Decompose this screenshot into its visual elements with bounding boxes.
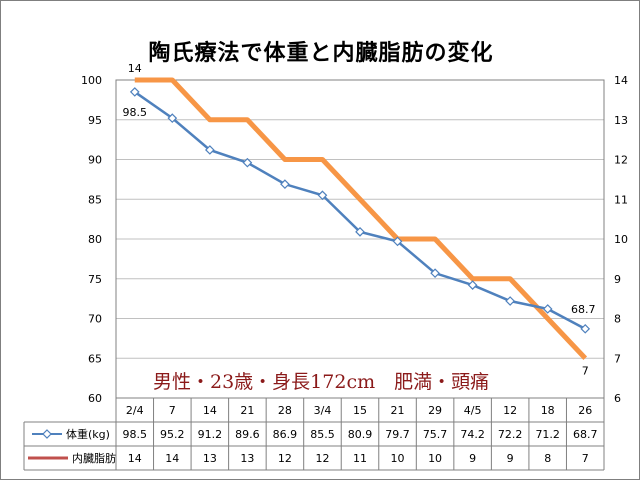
- y-right-tick-label: 11: [614, 193, 628, 206]
- legend-label: 体重(kg): [66, 427, 110, 441]
- table-cell-value: 11: [353, 452, 367, 465]
- weight-point: [242, 157, 253, 168]
- table-cell-value: 89.6: [235, 428, 260, 441]
- table-cell-value: 8: [544, 452, 551, 465]
- weight-point: [317, 190, 328, 201]
- table-cell-value: 14: [128, 452, 142, 465]
- x-tick-label: 2/4: [126, 404, 144, 417]
- legend-marker-weight: [42, 429, 52, 439]
- x-tick-label: 14: [203, 404, 217, 417]
- y-right-tick-label: 12: [614, 154, 628, 167]
- weight-point: [167, 113, 178, 124]
- weight-point: [355, 226, 365, 237]
- table-cell-value: 13: [203, 452, 217, 465]
- y-left-tick-label: 80: [88, 233, 102, 246]
- table-cell-value: 10: [428, 452, 442, 465]
- legend-label: 内臓脂肪: [72, 451, 116, 465]
- y-left-tick-label: 90: [88, 154, 102, 167]
- table-cell-value: 68.7: [573, 428, 598, 441]
- weight-point: [129, 87, 140, 97]
- y-right-tick-label: 9: [614, 273, 621, 286]
- weight-point: [580, 323, 591, 334]
- x-tick-label: 21: [391, 404, 405, 417]
- chart-title: 陶氏療法で体重と内臓脂肪の変化: [148, 41, 494, 66]
- table-cell-value: 91.2: [198, 428, 223, 441]
- table-cell-value: 12: [315, 452, 329, 465]
- weight-point: [542, 304, 553, 314]
- x-tick-label: 26: [578, 404, 592, 417]
- table-cell-value: 75.7: [423, 428, 448, 441]
- weight-point: [467, 280, 478, 290]
- x-tick-label: 18: [541, 404, 555, 417]
- y-right-tick-label: 10: [614, 233, 628, 246]
- y-left-tick-label: 100: [81, 74, 102, 87]
- y-left-tick-label: 65: [88, 352, 102, 365]
- table-cell-value: 9: [469, 452, 476, 465]
- x-tick-label: 29: [428, 404, 442, 417]
- y-right-tick-label: 14: [614, 74, 628, 87]
- y-left-tick-label: 95: [88, 114, 102, 127]
- table-cell-value: 79.7: [385, 428, 410, 441]
- y-left-tick-label: 60: [88, 392, 102, 405]
- x-tick-label: 3/4: [314, 404, 332, 417]
- table-cell-value: 14: [165, 452, 179, 465]
- table-cell-value: 74.2: [460, 428, 485, 441]
- x-tick-label: 12: [503, 404, 517, 417]
- data-label-fat-last: 7: [582, 364, 589, 377]
- table-cell-value: 12: [278, 452, 292, 465]
- y-right-tick-label: 6: [614, 392, 621, 405]
- chart-annotation: 男性・23歳・身長172cm 肥満・頭痛: [153, 371, 490, 393]
- table-cell-value: 10: [391, 452, 405, 465]
- weight-point: [392, 236, 403, 247]
- x-tick-label: 21: [240, 404, 254, 417]
- table-cell-value: 72.2: [498, 428, 523, 441]
- data-label-weight-first: 98.5: [123, 106, 148, 119]
- x-tick-label: 7: [169, 404, 176, 417]
- table-cell-value: 86.9: [273, 428, 298, 441]
- table-cell-value: 95.2: [160, 428, 185, 441]
- x-tick-label: 15: [353, 404, 367, 417]
- data-label-fat-first: 14: [128, 62, 142, 75]
- table-cell-value: 9: [507, 452, 514, 465]
- series-line-visceral-fat: [134, 77, 588, 360]
- table-cell-value: 98.5: [123, 428, 148, 441]
- y-left-tick-label: 70: [88, 313, 102, 326]
- table-cell-value: 71.2: [535, 428, 560, 441]
- weight-point: [505, 296, 516, 306]
- table-cell-value: 7: [582, 452, 589, 465]
- y-left-tick-label: 85: [88, 193, 102, 206]
- table-cell-value: 80.9: [348, 428, 373, 441]
- weight-point: [280, 179, 290, 189]
- y-right-tick-label: 8: [614, 313, 621, 326]
- series-line-weight: [134, 90, 586, 330]
- weight-point: [430, 268, 440, 279]
- table-cell-value: 85.5: [310, 428, 335, 441]
- x-tick-label: 4/5: [464, 404, 482, 417]
- y-right-tick-label: 7: [614, 352, 621, 365]
- plot-area-border: [115, 79, 605, 399]
- y-right-tick-label: 13: [614, 114, 628, 127]
- y-left-tick-label: 75: [88, 273, 102, 286]
- x-tick-label: 28: [278, 404, 292, 417]
- data-label-weight-last: 68.7: [571, 303, 596, 316]
- table-cell-value: 13: [240, 452, 254, 465]
- weight-point: [204, 145, 215, 155]
